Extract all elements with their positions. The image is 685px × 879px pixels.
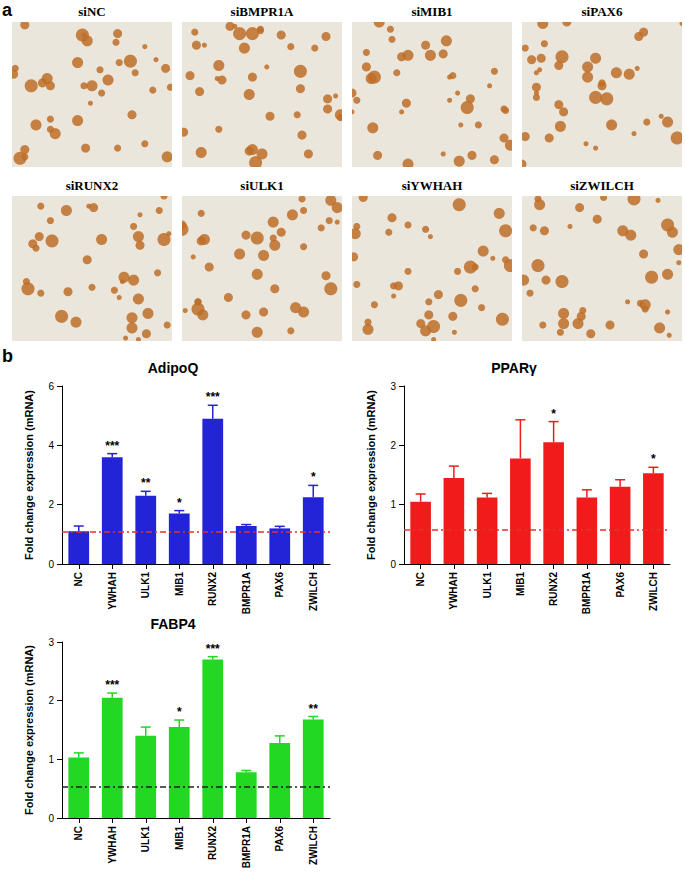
svg-text:***: ***	[206, 642, 220, 656]
svg-text:1: 1	[390, 499, 396, 510]
svg-text:*: *	[177, 496, 182, 510]
svg-text:BMPR1A: BMPR1A	[241, 826, 252, 868]
svg-text:**: **	[309, 702, 319, 716]
html-text:siRUNX2: siRUNX2	[65, 178, 119, 193]
svg-text:PAX6: PAX6	[274, 572, 285, 598]
svg-text:***: ***	[105, 439, 119, 453]
svg-text:*: *	[311, 470, 316, 484]
svg-text:YWHAH: YWHAH	[107, 572, 118, 610]
html-text:siPAX6: siPAX6	[581, 4, 623, 19]
svg-text:NC: NC	[73, 572, 84, 586]
svg-text:1: 1	[48, 754, 54, 765]
svg-text:BMPR1A: BMPR1A	[581, 572, 592, 614]
svg-text:ULK1: ULK1	[140, 572, 151, 599]
html-text:siYWHAH: siYWHAH	[401, 178, 463, 193]
svg-text:6: 6	[48, 381, 54, 392]
svg-text:RUNX2: RUNX2	[548, 572, 559, 606]
svg-text:RUNX2: RUNX2	[207, 826, 218, 860]
svg-text:2: 2	[390, 440, 396, 451]
html-text:siZWILCH: siZWILCH	[570, 178, 634, 193]
svg-text:YWHAH: YWHAH	[107, 826, 118, 864]
svg-text:ZWILCH: ZWILCH	[308, 826, 319, 865]
svg-text:ZWILCH: ZWILCH	[648, 572, 659, 611]
html-text:siBMPR1A: siBMPR1A	[230, 4, 294, 19]
svg-text:PAX6: PAX6	[274, 826, 285, 852]
svg-text:***: ***	[206, 390, 220, 404]
svg-text:MIB1: MIB1	[515, 572, 526, 596]
svg-text:*: *	[551, 407, 556, 421]
svg-text:ZWILCH: ZWILCH	[308, 572, 319, 611]
svg-text:0: 0	[48, 813, 54, 824]
svg-text:MIB1: MIB1	[174, 826, 185, 850]
html-text:siNC: siNC	[78, 4, 106, 19]
svg-text:2: 2	[48, 499, 54, 510]
svg-text:MIB1: MIB1	[174, 572, 185, 596]
svg-text:AdipoQ: AdipoQ	[148, 360, 199, 376]
svg-text:3: 3	[390, 381, 396, 392]
html-text:siMIB1: siMIB1	[411, 4, 453, 19]
svg-text:Fold change expression (mRNA): Fold change expression (mRNA)	[365, 390, 377, 560]
svg-text:*: *	[177, 705, 182, 719]
svg-text:*: *	[651, 452, 656, 466]
svg-text:Fold change expression (mRNA): Fold change expression (mRNA)	[23, 645, 35, 815]
svg-text:***: ***	[105, 678, 119, 692]
svg-text:FABP4: FABP4	[150, 616, 195, 632]
svg-text:PAX6: PAX6	[615, 572, 626, 598]
svg-text:NC: NC	[415, 572, 426, 586]
svg-text:0: 0	[390, 559, 396, 570]
svg-text:ULK1: ULK1	[482, 572, 493, 599]
html-text:b: b	[2, 346, 13, 366]
svg-text:YWHAH: YWHAH	[448, 572, 459, 610]
svg-text:0: 0	[48, 559, 54, 570]
svg-text:NC: NC	[73, 826, 84, 840]
svg-text:BMPR1A: BMPR1A	[241, 572, 252, 614]
svg-text:RUNX2: RUNX2	[207, 572, 218, 606]
html-text:siULK1: siULK1	[240, 178, 284, 193]
html-text:a: a	[2, 0, 12, 20]
svg-text:2: 2	[48, 695, 54, 706]
svg-text:3: 3	[48, 637, 54, 648]
svg-text:ULK1: ULK1	[140, 826, 151, 853]
svg-text:**: **	[141, 476, 151, 490]
svg-text:PPARγ: PPARγ	[491, 360, 537, 376]
svg-text:4: 4	[48, 440, 54, 451]
svg-text:Fold change expression (mRNA): Fold change expression (mRNA)	[23, 390, 35, 560]
